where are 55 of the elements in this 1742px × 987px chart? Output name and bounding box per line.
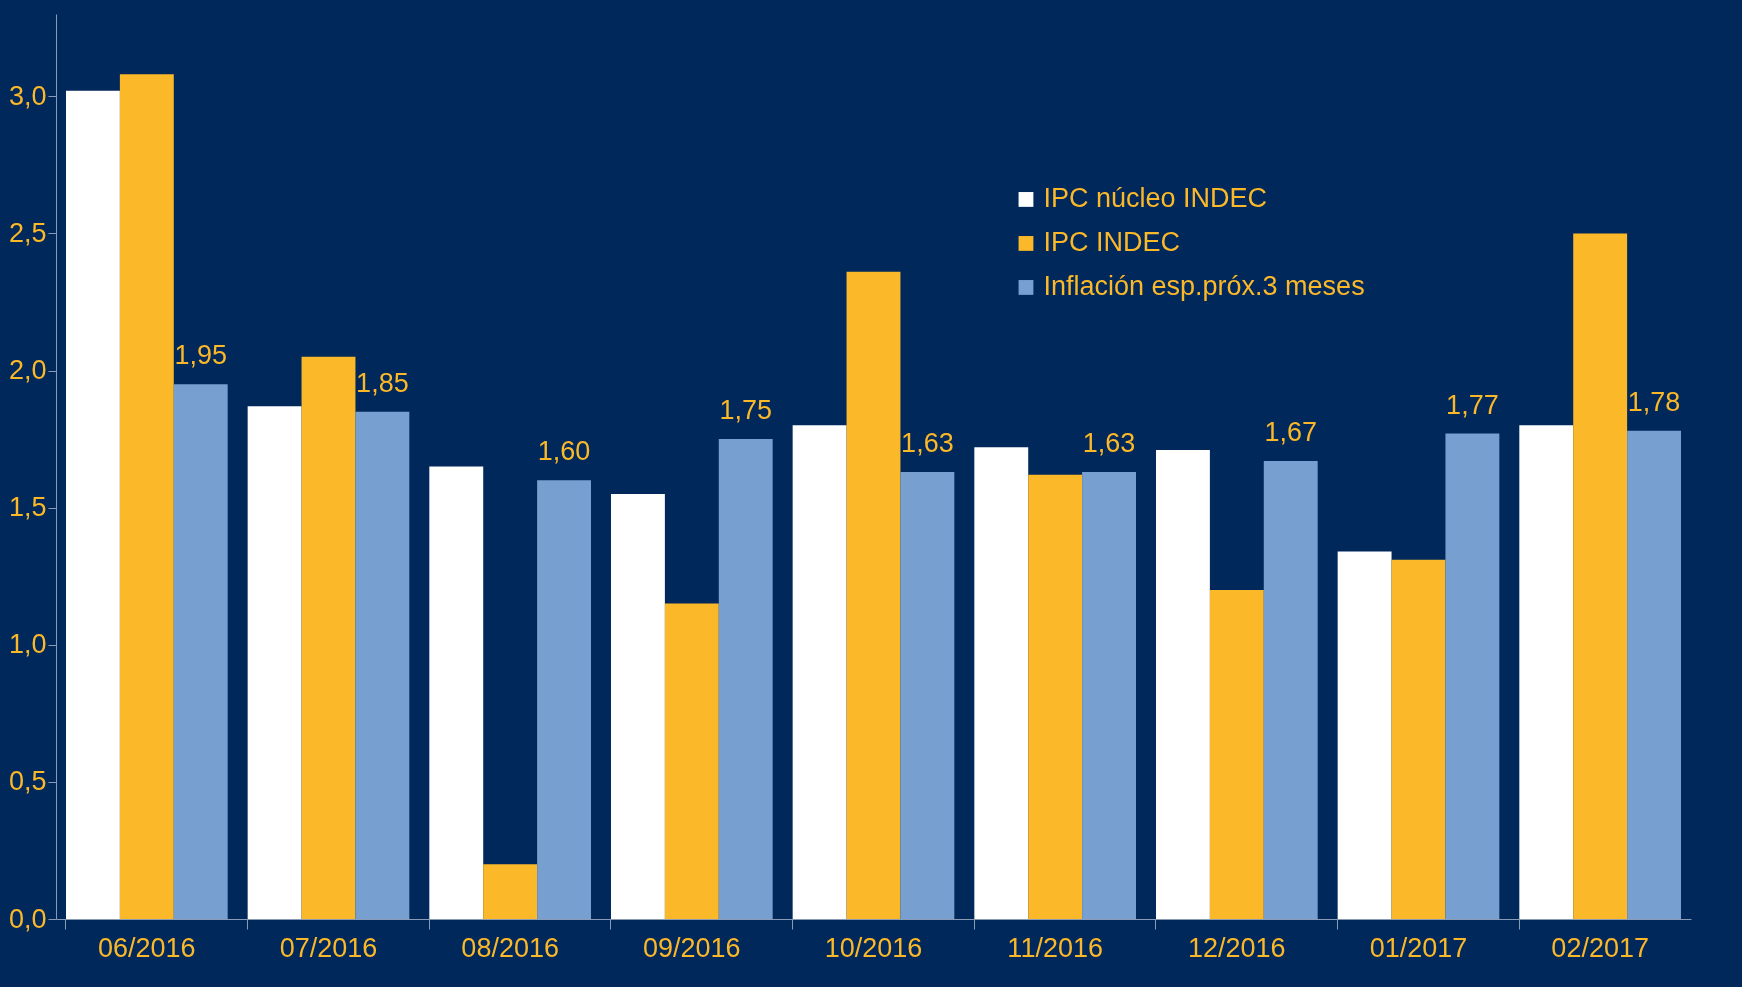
data-label: 1,67 bbox=[1264, 417, 1318, 448]
bar bbox=[301, 356, 356, 919]
bar bbox=[1391, 559, 1446, 919]
bar bbox=[1155, 450, 1210, 919]
bar bbox=[1627, 430, 1682, 919]
y-tick-label: 0,0 bbox=[8, 903, 47, 934]
y-tick-label: 0,5 bbox=[8, 766, 47, 797]
x-tick-label: 08/2016 bbox=[461, 932, 559, 963]
bar bbox=[610, 493, 665, 919]
bar bbox=[1263, 461, 1318, 919]
data-label: 1,85 bbox=[356, 367, 409, 398]
bar bbox=[247, 406, 302, 919]
x-tick-label: 01/2017 bbox=[1369, 932, 1468, 963]
legend-label: IPC INDEC bbox=[1043, 227, 1181, 258]
y-tick-label: 2,0 bbox=[8, 355, 47, 386]
y-tick-label: 1,5 bbox=[8, 492, 47, 523]
data-label: 1,77 bbox=[1446, 389, 1499, 420]
bar bbox=[974, 447, 1029, 919]
y-tick-label: 1,0 bbox=[8, 629, 47, 660]
bar bbox=[1082, 471, 1137, 919]
x-tick-label: 12/2016 bbox=[1188, 932, 1286, 963]
bar bbox=[900, 471, 955, 919]
x-tick-label: 07/2016 bbox=[279, 932, 378, 963]
x-tick-label: 02/2017 bbox=[1551, 932, 1649, 963]
bar bbox=[1445, 433, 1500, 919]
bar bbox=[718, 439, 773, 919]
y-tick-label: 3,0 bbox=[8, 80, 47, 111]
bar bbox=[792, 425, 847, 919]
bar bbox=[429, 466, 484, 919]
y-tick-label: 2,5 bbox=[8, 217, 47, 248]
x-tick-label: 10/2016 bbox=[824, 932, 923, 963]
x-tick-label: 11/2016 bbox=[1007, 932, 1103, 963]
data-label: 1,78 bbox=[1627, 386, 1681, 417]
bar bbox=[537, 480, 592, 919]
data-label: 1,75 bbox=[719, 395, 773, 426]
bar bbox=[1028, 474, 1083, 919]
data-label: 1,63 bbox=[901, 427, 954, 458]
bar bbox=[1519, 425, 1574, 919]
x-tick-label: 09/2016 bbox=[643, 932, 741, 963]
data-label: 1,95 bbox=[174, 340, 228, 371]
bar bbox=[65, 90, 120, 919]
data-label: 1,63 bbox=[1082, 427, 1136, 458]
bar bbox=[483, 864, 538, 919]
bar bbox=[664, 603, 719, 919]
legend-label: IPC núcleo INDEC bbox=[1043, 183, 1268, 214]
bar bbox=[173, 384, 228, 919]
bar bbox=[1209, 589, 1264, 919]
bar bbox=[1573, 233, 1628, 919]
data-label: 1,60 bbox=[537, 436, 591, 467]
bar bbox=[355, 411, 410, 919]
legend-label: Inflación esp.próx.3 meses bbox=[1043, 271, 1365, 302]
bar bbox=[1337, 551, 1392, 919]
bar bbox=[846, 271, 901, 919]
x-tick-label: 06/2016 bbox=[98, 932, 196, 963]
bar bbox=[119, 74, 174, 919]
